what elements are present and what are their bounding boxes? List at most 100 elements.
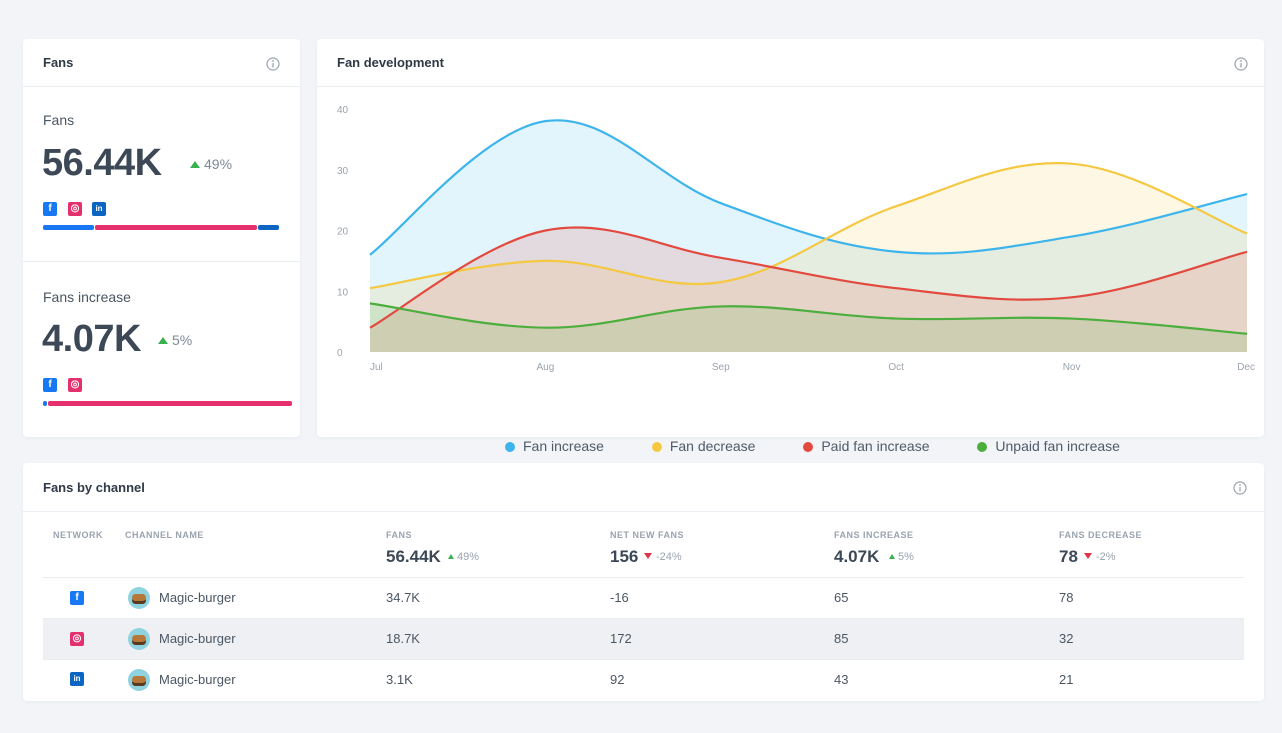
total-net-new: 156 bbox=[610, 547, 639, 566]
increase-cell: 65 bbox=[834, 590, 849, 605]
fan-decrease-line bbox=[369, 161, 1248, 290]
header-network[interactable]: NETWORK bbox=[53, 530, 103, 540]
linkedin-share-segment bbox=[258, 225, 279, 230]
total-fans-change: 49% bbox=[448, 551, 479, 563]
legend-label: Fan decrease bbox=[669, 438, 756, 454]
table-row[interactable]: in Magic-burger 3.1K 92 43 21 bbox=[43, 659, 1244, 700]
fan-decrease-area bbox=[370, 163, 1247, 352]
header-fans[interactable]: FANS bbox=[386, 530, 413, 540]
legend-label: Fan increase bbox=[523, 438, 604, 454]
up-arrow-icon bbox=[889, 554, 895, 559]
fans-increase-change-value: 5% bbox=[172, 332, 193, 348]
avatar bbox=[128, 628, 150, 650]
total-fans: 56.44K bbox=[386, 547, 441, 566]
fan-development-chart: 0 10 20 30 40 Jul Aug Sep Oct Nov Dec bbox=[337, 105, 1255, 373]
fans-increase-change: 5% bbox=[158, 332, 192, 348]
fan-increase-area bbox=[370, 120, 1247, 353]
total-decrease: 78 bbox=[1059, 547, 1078, 566]
channel-name[interactable]: Magic-burger bbox=[159, 631, 236, 646]
fans-share-bar bbox=[43, 225, 279, 230]
legend-dot bbox=[803, 442, 814, 452]
facebook-icon: f bbox=[70, 591, 84, 605]
table-row[interactable]: f Magic-burger 34.7K -16 65 78 bbox=[43, 577, 1244, 618]
facebook-icon: f bbox=[43, 378, 57, 392]
y-tick-label: 0 bbox=[337, 348, 343, 359]
fans-cell: 3.1K bbox=[386, 672, 413, 687]
fans-cell: 34.7K bbox=[386, 590, 420, 605]
y-tick-label: 40 bbox=[337, 105, 349, 116]
total-net-new-change: -24% bbox=[640, 551, 682, 563]
paid-fan-increase-area bbox=[370, 227, 1247, 352]
up-arrow-icon bbox=[158, 337, 168, 344]
instagram-icon: ◎ bbox=[68, 202, 82, 216]
divider bbox=[23, 511, 1264, 512]
decrease-cell: 78 bbox=[1059, 590, 1074, 605]
info-icon[interactable] bbox=[1234, 57, 1248, 71]
linkedin-icon: in bbox=[92, 202, 106, 216]
channel-name[interactable]: Magic-burger bbox=[159, 672, 236, 687]
header-net-new-fans[interactable]: NET NEW FANS bbox=[610, 530, 685, 540]
fans-increase-share-bar bbox=[43, 401, 292, 406]
info-icon[interactable] bbox=[266, 57, 280, 71]
fan-increase-line bbox=[369, 119, 1248, 256]
legend-item-paid-fan-increase[interactable]: Paid fan increase bbox=[803, 438, 930, 454]
net-new-cell: -16 bbox=[610, 590, 629, 605]
legend-label: Paid fan increase bbox=[821, 438, 930, 454]
facebook-share-segment bbox=[43, 225, 94, 230]
legend-dot bbox=[505, 442, 515, 452]
avatar bbox=[128, 587, 150, 609]
chart-legend: Fan increase Fan decrease Paid fan incre… bbox=[505, 438, 1164, 454]
instagram-icon: ◎ bbox=[70, 632, 84, 646]
divider bbox=[317, 86, 1264, 87]
linkedin-icon: in bbox=[70, 672, 84, 686]
legend-label: Unpaid fan increase bbox=[995, 438, 1120, 454]
table-title: Fans by channel bbox=[43, 480, 145, 495]
fan-development-card: Fan development 0 10 20 30 40 Jul Aug Sep Oct Nov… bbox=[317, 39, 1264, 454]
legend-item-fan-increase[interactable]: Fan increase bbox=[505, 438, 604, 454]
header-fans-decrease[interactable]: FANS DECREASE bbox=[1059, 530, 1143, 540]
header-channel[interactable]: CHANNEL NAME bbox=[125, 530, 204, 540]
fans-by-channel-card: Fans by channel NETWORK CHANNEL NAME FAN… bbox=[23, 463, 1264, 701]
legend-dot bbox=[651, 442, 662, 452]
channel-name[interactable]: Magic-burger bbox=[159, 590, 236, 605]
up-arrow-icon bbox=[448, 554, 454, 559]
unpaid-fan-increase-line bbox=[369, 302, 1248, 335]
divider bbox=[23, 261, 300, 262]
table-row[interactable]: ◎ Magic-burger 18.7K 172 85 32 bbox=[43, 618, 1244, 659]
decrease-cell: 21 bbox=[1059, 672, 1074, 687]
legend-item-unpaid-fan-increase[interactable]: Unpaid fan increase bbox=[977, 438, 1120, 454]
total-fans-change-value: 49% bbox=[457, 551, 480, 563]
down-arrow-icon bbox=[1084, 553, 1092, 559]
fans-card-title: Fans bbox=[43, 55, 74, 70]
legend-item-fan-decrease[interactable]: Fan decrease bbox=[651, 438, 756, 454]
x-tick-label: Nov bbox=[1063, 362, 1081, 373]
fans-label: Fans bbox=[43, 112, 75, 128]
fans-cell: 18.7K bbox=[386, 631, 420, 646]
info-icon[interactable] bbox=[1233, 481, 1247, 495]
increase-cell: 85 bbox=[834, 631, 849, 646]
fans-value: 56.44K bbox=[42, 142, 162, 184]
total-increase: 4.07K bbox=[834, 547, 880, 566]
total-net-new-change-value: -24% bbox=[656, 551, 682, 563]
chart-title: Fan development bbox=[337, 55, 444, 70]
net-new-cell: 92 bbox=[610, 672, 625, 687]
y-tick-label: 20 bbox=[337, 227, 349, 238]
x-tick-label: Sep bbox=[712, 362, 730, 373]
instagram-share-segment bbox=[48, 401, 292, 406]
paid-fan-increase-line bbox=[369, 226, 1248, 329]
facebook-share-segment bbox=[43, 401, 47, 406]
fans-increase-value: 4.07K bbox=[42, 318, 141, 360]
net-new-cell: 172 bbox=[610, 631, 632, 646]
up-arrow-icon bbox=[190, 161, 200, 168]
total-increase-change: 5% bbox=[889, 551, 914, 563]
fans-card: Fans Fans 56.44K 49% f ◎ in Fans increas… bbox=[23, 39, 300, 437]
down-arrow-icon bbox=[644, 553, 652, 559]
instagram-icon: ◎ bbox=[68, 378, 82, 392]
divider bbox=[23, 86, 300, 87]
y-tick-label: 30 bbox=[337, 166, 349, 177]
fans-change-value: 49% bbox=[204, 156, 233, 172]
fans-increase-label: Fans increase bbox=[43, 289, 131, 305]
decrease-cell: 32 bbox=[1059, 631, 1074, 646]
x-tick-label: Oct bbox=[888, 362, 904, 373]
header-fans-increase[interactable]: FANS INCREASE bbox=[834, 530, 914, 540]
